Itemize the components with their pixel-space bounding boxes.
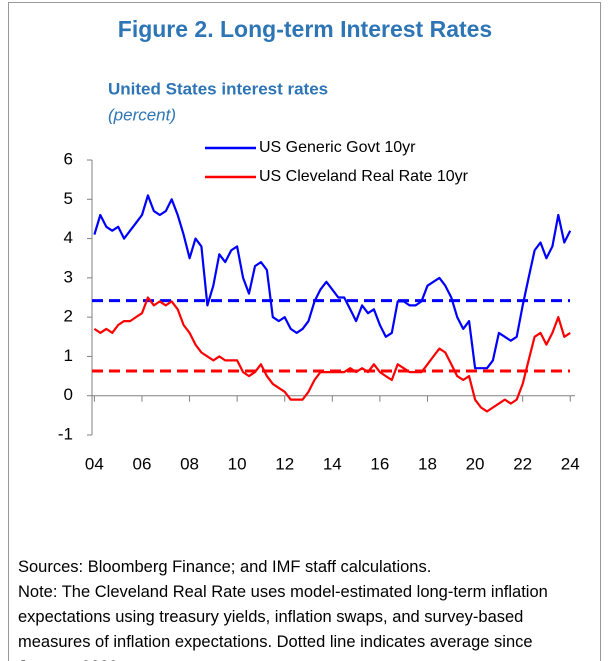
chart-title: Figure 2. Long-term Interest Rates: [118, 16, 492, 42]
legend-bg: [203, 166, 533, 188]
legend-label: US Cleveland Real Rate 10yr: [259, 168, 469, 185]
y-tick-label: 6: [64, 149, 73, 168]
x-tick-label: 16: [370, 454, 389, 473]
x-tick-label: 08: [180, 454, 199, 473]
y-tick-label: -1: [58, 424, 73, 443]
y-tick-label: 4: [64, 228, 73, 247]
series-line: [93, 194, 572, 370]
unit-label: (percent): [108, 105, 176, 124]
chart-subtitle: United States interest rates: [108, 79, 328, 98]
x-tick-label: 12: [275, 454, 294, 473]
x-tick-label: 22: [513, 454, 532, 473]
legend-label: US Generic Govt 10yr: [259, 139, 416, 156]
y-tick-label: 0: [64, 385, 73, 404]
x-tick-label: 18: [418, 454, 437, 473]
sources: Sources: Bloomberg Finance; and IMF staf…: [18, 558, 432, 576]
x-tick-label: 14: [323, 454, 342, 473]
legend-bg: [203, 137, 533, 159]
y-tick-label: 5: [64, 189, 73, 208]
y-tick-label: 3: [64, 267, 73, 286]
y-tick-label: 1: [64, 346, 73, 365]
series-line: [93, 296, 571, 413]
x-tick-label: 06: [133, 454, 152, 473]
y-tick-label: 2: [64, 307, 73, 326]
x-tick-label: 04: [85, 454, 104, 473]
frame: [8, 2, 601, 661]
x-tick-label: 10: [228, 454, 247, 473]
note: Note: The Cleveland Real Rate uses model…: [18, 583, 548, 661]
x-tick-label: 24: [561, 454, 580, 473]
x-tick-label: 20: [466, 454, 485, 473]
